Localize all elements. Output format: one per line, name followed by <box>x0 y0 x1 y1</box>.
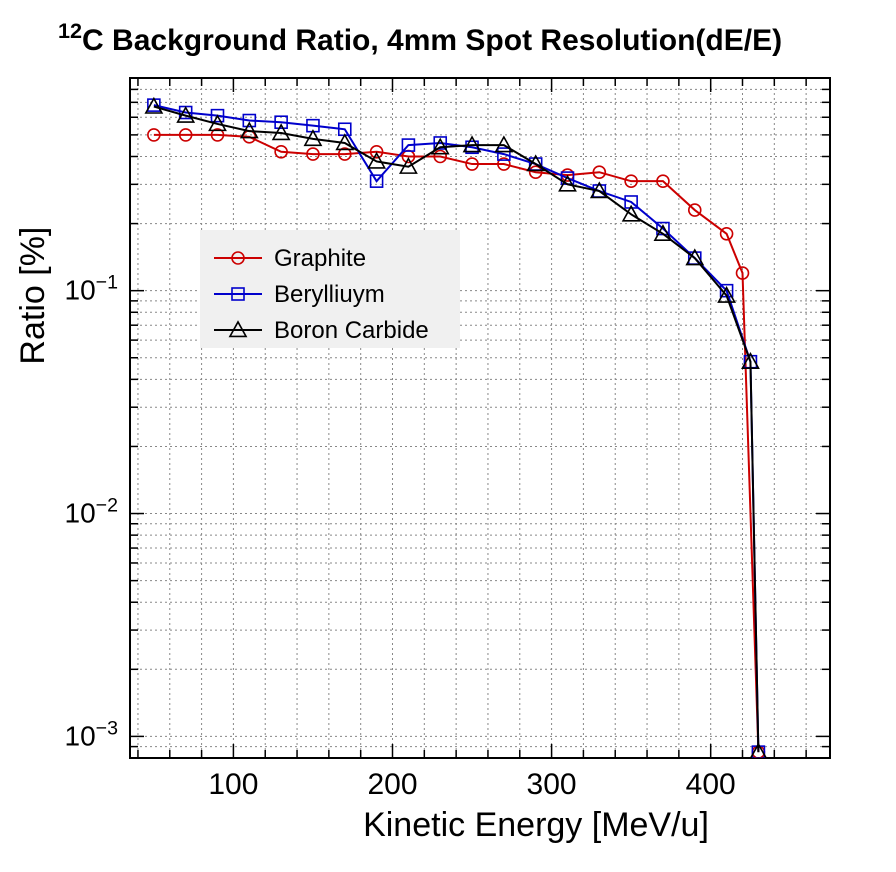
x-axis-label: Kinetic Energy [MeV/u] <box>363 806 709 844</box>
legend: Graphite Berylliuym Boron Carbide <box>200 230 460 348</box>
chart-svg: 10020030040010−310−210−1Kinetic Energy [… <box>0 0 896 872</box>
x-tick-label: 100 <box>208 768 258 801</box>
legend-label: Berylliuym <box>274 281 385 308</box>
legend-label: Graphite <box>274 245 366 272</box>
x-tick-label: 200 <box>367 768 417 801</box>
legend-label: Boron Carbide <box>274 317 429 344</box>
x-tick-label: 400 <box>686 768 736 801</box>
y-axis-label: Ratio [%] <box>14 227 52 365</box>
x-tick-label: 300 <box>527 768 577 801</box>
chart-container: 10020030040010−310−210−1Kinetic Energy [… <box>0 0 896 872</box>
chart-title: 12C Background Ratio, 4mm Spot Resolutio… <box>58 18 782 58</box>
